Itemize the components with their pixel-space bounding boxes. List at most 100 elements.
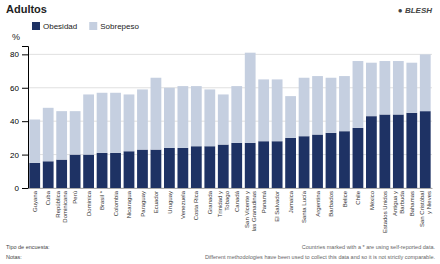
y-axis: 020406080 <box>10 47 28 194</box>
bar <box>366 63 377 116</box>
annotation: ● BLESH <box>398 6 432 15</box>
tick-label: Trinidad yTobago <box>217 190 230 217</box>
tick-label: San Vicente ylas Granadinas <box>244 191 257 231</box>
bar <box>231 86 242 143</box>
bar <box>43 161 54 188</box>
tick: 20 <box>10 151 28 160</box>
bar <box>56 111 67 159</box>
bar <box>379 114 390 188</box>
bar <box>393 61 404 114</box>
tick-label-line: Colombia <box>113 190 119 216</box>
tick: Paraguay <box>140 188 146 217</box>
bar <box>177 148 188 188</box>
bar <box>379 61 390 114</box>
tick-label: Jamaica <box>288 190 294 213</box>
tick-label: 40 <box>10 117 19 126</box>
tick: Cuba <box>45 188 51 205</box>
tick-label: 60 <box>10 84 19 93</box>
tick: RepúblicaDominicana <box>55 188 68 223</box>
bar <box>70 155 81 188</box>
tick-label-line: Venezuela <box>180 190 186 219</box>
bar <box>204 89 215 146</box>
bar <box>285 96 296 138</box>
bar <box>124 151 135 188</box>
tick-label-line: México <box>369 190 375 210</box>
tick-label: 0 <box>15 184 20 193</box>
tick: Nicaragua <box>126 188 132 218</box>
bar <box>312 76 323 134</box>
bar <box>406 113 417 188</box>
grid <box>28 54 432 188</box>
tick: Belice <box>342 188 348 207</box>
bar <box>191 86 202 146</box>
tick-label: San Cristóbaly Nieves <box>419 191 432 227</box>
bar <box>312 135 323 188</box>
tick-label-line: Dominica <box>86 190 92 216</box>
tick-label-line: Costa Rica <box>193 190 199 220</box>
axis-title: % <box>12 32 20 42</box>
legend-swatch <box>32 22 40 30</box>
tick-label: Antigua yBarbuda <box>392 190 405 216</box>
tick: Jamaica <box>288 188 294 213</box>
tick: Guyana <box>32 188 38 212</box>
tick: 60 <box>10 84 28 93</box>
legend-label: Obesidad <box>43 22 77 31</box>
tick: Bahamas <box>409 188 415 216</box>
bar <box>97 93 108 153</box>
tick: Argentina <box>315 188 321 217</box>
bar <box>97 153 108 188</box>
tick-mark <box>22 121 28 122</box>
tick: Antigua yBarbuda <box>392 188 405 216</box>
tick-label: Argentina <box>315 190 321 216</box>
tick-label-line: Barbados <box>328 191 334 217</box>
tick: Barbados <box>328 188 334 217</box>
tick-label: Guyana <box>32 190 38 212</box>
tick: Canadá <box>234 188 240 212</box>
tick-label-line: Nicaragua <box>126 190 132 218</box>
tick-label-line: Perú <box>72 191 78 204</box>
bar <box>339 131 350 188</box>
tick-label: Canadá <box>234 190 240 212</box>
bar <box>164 88 175 148</box>
tick-label-line: Bahamas <box>409 191 415 216</box>
tick-mark <box>22 188 28 189</box>
tick-label-line: Belice <box>342 190 348 207</box>
tick: Trinidad yTobago <box>217 188 230 217</box>
tick: El Salvador <box>274 188 280 222</box>
tick-label-line: Jamaica <box>288 190 294 213</box>
tick-label: Santa Lucía <box>301 190 307 223</box>
tick-label: El Salvador <box>274 191 280 222</box>
tick-label-line: Santa Lucía <box>301 190 307 223</box>
bar <box>124 94 135 151</box>
bar <box>299 78 310 136</box>
bar <box>83 155 94 188</box>
bar <box>83 94 94 154</box>
tick-label: Belice <box>342 190 348 207</box>
tick-label: Chile <box>355 190 361 204</box>
bars <box>29 53 430 188</box>
bar <box>353 128 364 188</box>
tick-label: Granada <box>207 190 213 214</box>
tick-label: Ecuador <box>153 191 159 213</box>
bar <box>299 136 310 188</box>
legend-item: Obesidad <box>32 22 77 31</box>
legend-swatch <box>89 22 97 30</box>
bar <box>420 111 431 188</box>
tick: 40 <box>10 117 28 126</box>
tick-label-line: Tobago <box>224 190 230 210</box>
axis-line <box>22 47 29 189</box>
bar <box>231 143 242 188</box>
bar <box>420 54 431 111</box>
annotation: Different methodologies have been used t… <box>205 254 436 260</box>
tick-label-line: Ecuador <box>153 191 159 213</box>
bar <box>258 141 269 188</box>
tick-label-line: Uruguay <box>167 191 173 214</box>
bar <box>29 120 40 163</box>
tick: México <box>369 188 375 210</box>
tick-label-line: El Salvador <box>274 191 280 222</box>
bar <box>110 153 121 188</box>
bar <box>191 146 202 188</box>
tick: Venezuela <box>180 188 186 219</box>
tick: Estados Unidos <box>382 188 388 233</box>
tick-label: Paraguay <box>140 191 146 217</box>
